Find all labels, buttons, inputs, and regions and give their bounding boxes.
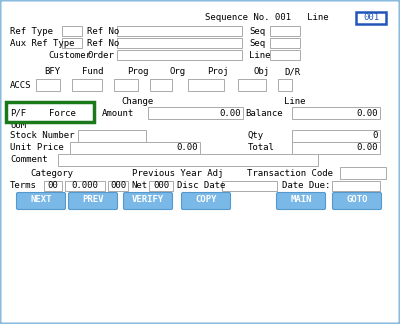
Bar [6,102,94,122]
Bar [270,38,300,48]
Text: Ref No: Ref No [87,39,119,48]
FancyBboxPatch shape [276,192,326,210]
Bar [36,79,60,91]
Text: Terms: Terms [10,181,37,191]
Bar [292,142,380,154]
Bar [238,79,266,91]
Text: Previous Year Adj: Previous Year Adj [132,168,224,178]
Bar [340,167,386,179]
Text: Customer: Customer [48,51,91,60]
Text: Category: Category [30,168,74,178]
Bar [70,142,200,154]
Text: Date Due:: Date Due: [282,181,330,191]
Bar [270,26,300,36]
Bar [188,79,224,91]
Text: 000: 000 [110,181,126,191]
Text: Fund: Fund [82,67,104,76]
Text: Net: Net [131,181,147,191]
Bar [292,107,380,119]
Bar [58,154,318,166]
Bar [356,12,386,24]
Text: 0.00: 0.00 [356,144,378,153]
FancyBboxPatch shape [16,192,66,210]
Text: 00: 00 [48,181,58,191]
Text: Unit Price: Unit Price [10,144,64,153]
Text: 001: 001 [363,14,379,22]
Text: PREV: PREV [82,195,104,204]
Bar [117,38,242,48]
Text: Change: Change [122,97,154,106]
FancyBboxPatch shape [332,192,382,210]
Text: Proj: Proj [207,67,229,76]
Bar [114,79,138,91]
Bar [65,181,105,191]
Text: Ref No: Ref No [87,27,119,36]
Bar [270,50,300,60]
Text: Obj: Obj [254,67,270,76]
Bar [292,130,380,142]
Text: 0.000: 0.000 [72,181,98,191]
Text: ACCS: ACCS [10,80,32,89]
Text: COPY: COPY [195,195,217,204]
Text: Total: Total [248,144,275,153]
Text: Amount: Amount [102,109,134,118]
Text: BFY: BFY [44,67,60,76]
Bar [149,181,173,191]
Text: MAIN: MAIN [290,195,312,204]
Text: Force: Force [48,109,76,118]
Bar [278,79,292,91]
Text: Balance: Balance [245,109,283,118]
Bar [44,181,62,191]
Text: Line: Line [284,97,306,106]
Text: 0.00: 0.00 [176,144,198,153]
Text: 0.00: 0.00 [356,109,378,118]
Text: Prog: Prog [127,67,149,76]
Text: 000: 000 [153,181,169,191]
Text: Disc Date: Disc Date [177,181,225,191]
Text: D/R: D/R [284,67,300,76]
Text: UUM: UUM [10,121,26,130]
Text: P/F: P/F [10,109,26,118]
Bar [148,107,243,119]
Text: Stock Number: Stock Number [10,132,74,141]
Text: Ref Type: Ref Type [10,27,53,36]
Text: Comment: Comment [10,156,48,165]
Text: Org: Org [170,67,186,76]
Bar [78,130,146,142]
Bar [150,79,172,91]
Text: NEXT: NEXT [30,195,52,204]
FancyBboxPatch shape [124,192,172,210]
Text: Transaction Code: Transaction Code [247,168,333,178]
Bar [222,181,277,191]
Bar [332,181,380,191]
Bar [62,38,82,48]
Text: Aux Ref Type: Aux Ref Type [10,39,74,48]
Bar [62,26,82,36]
Bar [117,50,242,60]
Bar [117,26,242,36]
Text: Order: Order [87,51,114,60]
Text: 0.00: 0.00 [220,109,241,118]
Text: VERIFY: VERIFY [132,195,164,204]
Text: 0: 0 [373,132,378,141]
Text: Seq: Seq [249,39,265,48]
Text: Line: Line [249,51,270,60]
FancyBboxPatch shape [182,192,230,210]
Text: Qty: Qty [248,132,264,141]
FancyBboxPatch shape [68,192,118,210]
Bar [108,181,128,191]
Text: GOTO: GOTO [346,195,368,204]
Bar [72,79,102,91]
Text: Sequence No. 001   Line: Sequence No. 001 Line [205,14,329,22]
Text: Seq: Seq [249,27,265,36]
